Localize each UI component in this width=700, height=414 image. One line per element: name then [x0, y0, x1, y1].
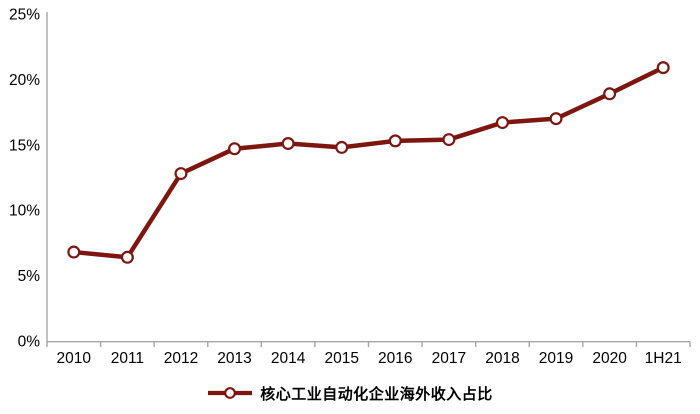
x-axis-tick-label: 2018	[485, 350, 519, 367]
x-axis-tick-label: 2013	[217, 350, 251, 367]
legend: 核心工业自动化企业海外收入占比	[0, 372, 700, 414]
y-axis-tick-label: 0%	[18, 334, 41, 351]
x-axis-tick-label: 2014	[271, 350, 306, 367]
y-axis-tick-label: 20%	[9, 72, 40, 89]
legend-line-marker-icon	[208, 387, 253, 399]
data-point-marker	[495, 116, 509, 130]
data-point-marker	[67, 245, 81, 259]
x-axis-tick-label: 2016	[378, 350, 412, 367]
data-point-marker	[120, 250, 134, 264]
y-axis-tick-label: 25%	[9, 7, 40, 24]
data-point-marker	[388, 134, 402, 148]
x-axis-tick-label: 2017	[432, 350, 466, 367]
line-chart: 0% 5% 10% 15% 20% 25% 2010 2011 2012 2013 2014 2015…	[9, 7, 691, 367]
series-line	[71, 65, 666, 260]
data-point-marker	[228, 142, 242, 156]
data-point-marker	[335, 140, 349, 154]
x-axis-tick-label: 2010	[57, 350, 92, 367]
legend-label: 核心工业自动化企业海外收入占比	[260, 385, 493, 403]
data-point-marker	[281, 136, 295, 150]
data-point-marker	[442, 133, 456, 147]
y-axis-tick-label: 10%	[9, 203, 40, 220]
data-point-marker	[549, 112, 563, 126]
x-axis-tick-label: 2012	[164, 350, 198, 367]
y-axis-tick-label: 5%	[18, 268, 41, 285]
x-axis-tick-label: 2019	[539, 350, 573, 367]
data-point-marker	[656, 61, 670, 75]
data-point-marker	[603, 87, 617, 101]
x-axis-tick-label: 2020	[592, 350, 627, 367]
x-axis-tick-label: 2015	[324, 350, 358, 367]
x-axis-tick-label: 2011	[111, 350, 144, 367]
data-point-marker	[174, 167, 188, 181]
y-axis-tick-label: 15%	[9, 137, 40, 154]
x-axis-tick-label: 1H21	[645, 350, 682, 367]
